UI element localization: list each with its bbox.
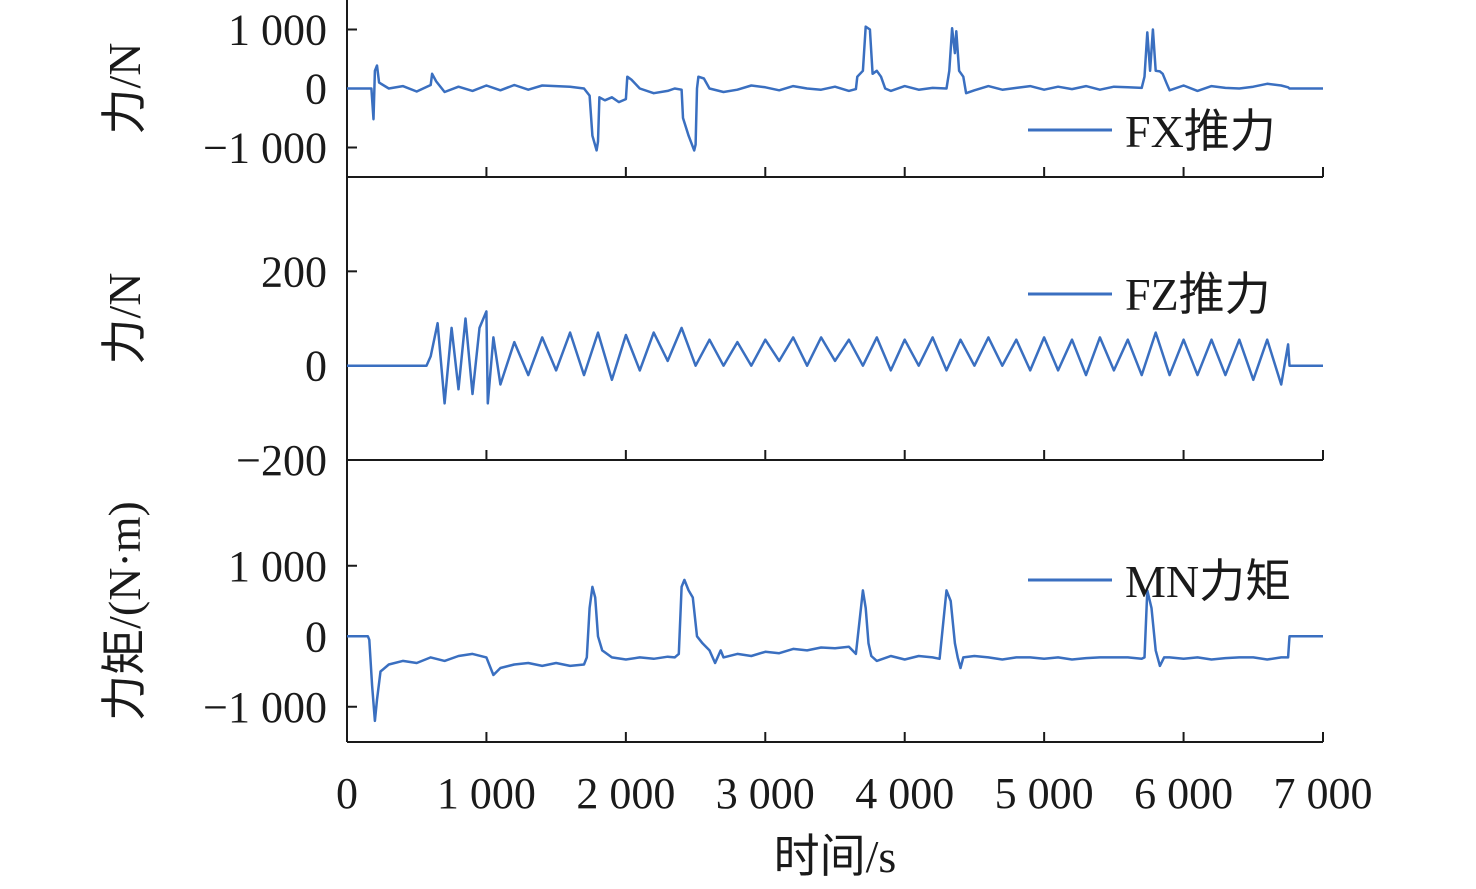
y-tick-label-bottom: −1 000 [203,683,327,732]
y-axis-label-bottom: 力矩/(N·m) [99,501,150,721]
axes-layer [346,0,1324,743]
series-line-bottom [347,578,1323,723]
y-axis-label-middle: 力/N [99,273,150,365]
x-tick-label: 2 000 [576,769,675,818]
legend-label-top: FX推力 [1125,106,1276,157]
x-tick-label: 5 000 [995,769,1094,818]
series-line-top [347,25,1323,152]
legend-label-bottom: MN力矩 [1125,556,1291,607]
x-tick-label: 1 000 [437,769,536,818]
x-tick-label: 3 000 [716,769,815,818]
x-tick-label: 7 000 [1274,769,1373,818]
x-axis-label: 时间/s [774,831,897,882]
series-line-middle [347,310,1323,405]
x-tick-label: 4 000 [855,769,954,818]
y-tick-label-top: 1 000 [228,6,327,55]
y-axis-label-top: 力/N [99,43,150,135]
y-tick-label-bottom: 0 [305,612,327,661]
y-tick-label-top: −1 000 [203,124,327,173]
x-tick-label: 6 000 [1134,769,1233,818]
y-tick-label-bottom: 1 000 [228,542,327,591]
y-tick-label-top: 0 [305,65,327,114]
series-layer [347,25,1323,723]
y-tick-label-middle: 0 [305,342,327,391]
x-tick-label: 0 [336,769,358,818]
y-tick-label-middle: 200 [261,247,327,296]
legend-label-middle: FZ推力 [1125,269,1271,320]
y-tick-label-middle: −200 [236,436,327,485]
